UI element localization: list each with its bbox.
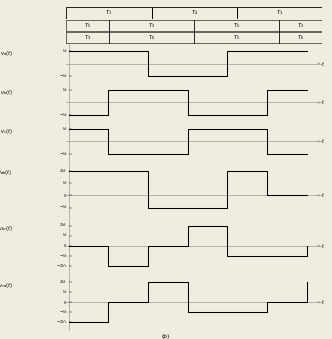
Text: $-V_s$: $-V_s$ [58,308,68,316]
Text: $2V_s$: $2V_s$ [59,222,68,230]
Text: $t$: $t$ [321,298,325,306]
Text: $v_{c}(t)$: $v_{c}(t)$ [0,127,13,136]
Text: $0$: $0$ [63,242,68,249]
Text: $-V_s$: $-V_s$ [58,111,68,119]
Text: $0$: $0$ [63,192,68,199]
Text: $V_s$: $V_s$ [62,47,68,55]
Text: $-2V_s$: $-2V_s$ [56,262,68,270]
Text: (b): (b) [162,334,170,339]
Text: $T_5$: $T_5$ [233,21,240,30]
Text: $-V_s$: $-V_s$ [58,150,68,158]
Text: $v_{b}(t)$: $v_{b}(t)$ [0,88,13,97]
Text: $T_6$: $T_6$ [297,33,304,42]
Text: $-V_s$: $-V_s$ [58,72,68,80]
Text: $T_2$: $T_2$ [148,21,155,30]
Text: $t$: $t$ [321,60,325,67]
Text: $T_4$: $T_4$ [191,8,198,17]
Text: $V_s$: $V_s$ [62,86,68,94]
Text: $V_s$: $V_s$ [62,232,68,239]
Text: $v_{ca}(t)$: $v_{ca}(t)$ [0,281,13,290]
Text: $T_5$: $T_5$ [84,21,91,30]
Text: $T_3$: $T_3$ [84,33,91,42]
Text: $T_5$: $T_5$ [233,33,240,42]
Text: $V_s$: $V_s$ [62,125,68,133]
Text: $T_1$: $T_1$ [276,8,283,17]
Text: $t$: $t$ [321,242,325,250]
Text: $t$: $t$ [321,138,325,145]
Text: $t$: $t$ [321,99,325,106]
Text: $V_s$: $V_s$ [62,179,68,187]
Text: $-2V_s$: $-2V_s$ [56,319,68,326]
Text: $-V_s$: $-V_s$ [58,252,68,260]
Text: $-V_s$: $-V_s$ [58,204,68,212]
Text: $T_6$: $T_6$ [148,33,155,42]
Text: $v_{ab}(t)$: $v_{ab}(t)$ [0,168,13,177]
Text: $t$: $t$ [321,191,325,199]
Text: $0$: $0$ [63,299,68,306]
Text: $v_{a}(t)$: $v_{a}(t)$ [0,49,13,58]
Text: $2V_s$: $2V_s$ [59,167,68,175]
Text: $T_2$: $T_2$ [297,21,304,30]
Text: $V_s$: $V_s$ [62,288,68,296]
Text: $2V_s$: $2V_s$ [59,278,68,286]
Text: $v_{bc}(t)$: $v_{bc}(t)$ [0,224,13,233]
Text: $T_1$: $T_1$ [105,8,113,17]
